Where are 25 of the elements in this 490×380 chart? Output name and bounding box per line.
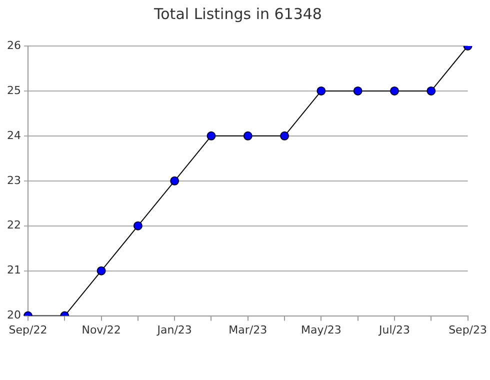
point	[170, 176, 180, 186]
point	[243, 131, 252, 140]
point	[426, 86, 436, 96]
point	[316, 86, 326, 96]
y-tick-label: 20	[6, 308, 21, 322]
point	[133, 221, 142, 230]
point	[96, 266, 106, 276]
y-tick-label: 24	[6, 128, 21, 142]
x-tick-label: Sep/23	[448, 323, 487, 336]
chart-title: Total Listings in 61348	[153, 4, 322, 23]
x-tick-label: Jan/23	[156, 323, 192, 336]
x-tick-label: Nov/22	[82, 323, 121, 336]
y-tick-label: 22	[6, 218, 21, 232]
point	[390, 86, 399, 96]
x-tick-label: Sep/22	[8, 323, 48, 336]
y-tick-label: 23	[6, 174, 21, 187]
y-tick-label: 21	[6, 264, 21, 277]
y-tick-label: 25	[6, 84, 21, 97]
point	[206, 131, 216, 140]
point	[280, 131, 290, 140]
point	[353, 86, 362, 96]
y-tick-label: 26	[6, 38, 21, 52]
x-tick-label: Jul/23	[378, 323, 410, 336]
x-tick-label: May/23	[300, 323, 342, 336]
x-tick-label: Mar/23	[228, 323, 268, 336]
